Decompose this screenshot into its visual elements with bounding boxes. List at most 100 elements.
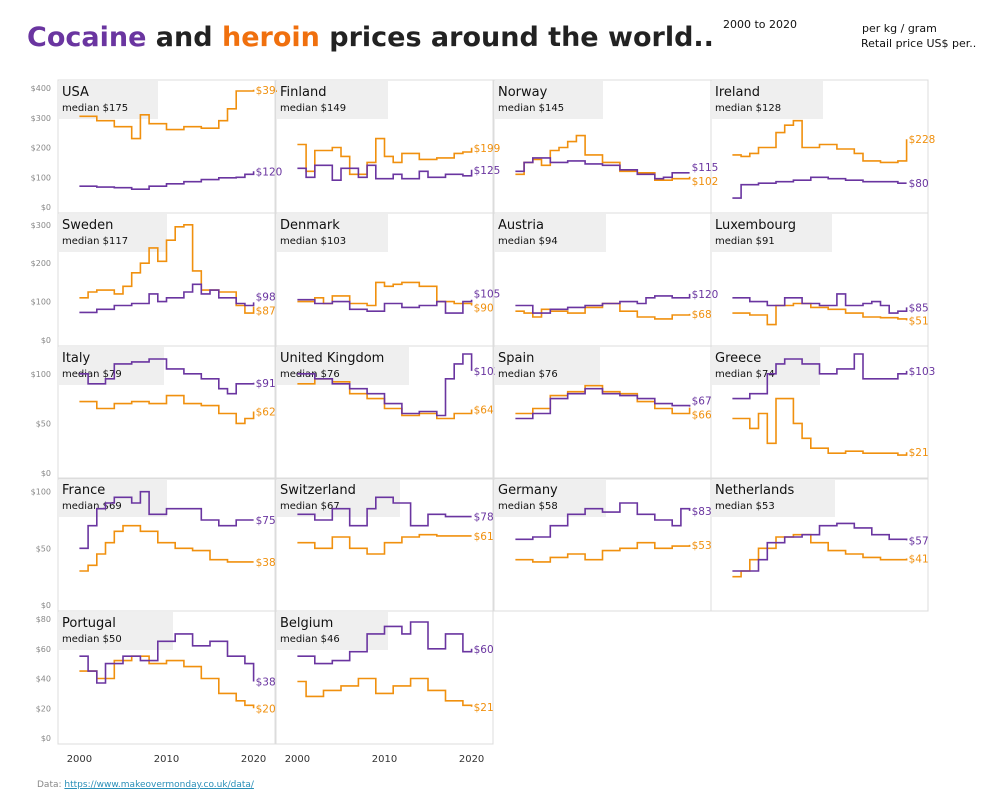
cocaine-end-label: $98 — [256, 291, 276, 303]
heroin-line — [515, 541, 691, 563]
cocaine-end-label: $75 — [256, 515, 276, 527]
cocaine-line — [297, 621, 473, 665]
y-tick-label: $20 — [36, 704, 51, 713]
x-tick-label: 2000 — [67, 754, 92, 765]
data-source-footer: Data: https://www.makeovermonday.co.uk/d… — [37, 780, 254, 790]
heroin-line — [79, 89, 255, 140]
heroin-line — [732, 119, 908, 164]
panel-country-label: Italy — [62, 351, 91, 366]
panel-label-bg — [712, 214, 832, 252]
panel-median-label: median $145 — [498, 103, 564, 114]
cocaine-line — [79, 358, 255, 395]
date-range-label: 2000 to 2020 — [723, 18, 798, 31]
heroin-line — [79, 655, 255, 709]
heroin-end-label: $61 — [474, 531, 494, 543]
cocaine-line — [297, 496, 472, 527]
y-tick-label: $400 — [31, 84, 51, 93]
cocaine-end-label: $38 — [256, 676, 276, 688]
panel-country-label: Switzerland — [280, 483, 356, 498]
cocaine-end-label: $115 — [692, 162, 719, 174]
y-tick-label: $200 — [31, 144, 51, 153]
cocaine-end-label: $78 — [474, 512, 494, 524]
heroin-end-label: $68 — [692, 309, 712, 321]
panel-country-label: Norway — [498, 85, 548, 100]
x-tick-label: 2010 — [372, 754, 397, 765]
panel-median-label: median $91 — [715, 236, 775, 247]
y-tick-label: $0 — [41, 336, 51, 345]
title-cocaine: Cocaine — [27, 22, 147, 53]
panel-country-label: Austria — [498, 218, 544, 233]
title-heroin: heroin — [221, 22, 320, 53]
y-tick-label: $60 — [36, 645, 51, 654]
panel-median-label: median $103 — [280, 236, 346, 247]
cocaine-line — [515, 157, 690, 180]
cocaine-end-label: $67 — [692, 396, 712, 408]
cocaine-line — [515, 387, 691, 420]
cocaine-line — [79, 490, 254, 550]
panel-country-label: Germany — [498, 483, 558, 498]
x-tick-label: 2020 — [241, 754, 266, 765]
panel-median-label: median $50 — [62, 634, 122, 645]
panel-label-bg — [712, 479, 835, 517]
y-tick-label: $300 — [31, 221, 51, 230]
heroin-end-label: $90 — [474, 303, 494, 315]
heroin-end-label: $87 — [256, 305, 276, 317]
heroin-end-label: $21 — [474, 702, 494, 714]
panel-label-bg — [495, 347, 600, 385]
cocaine-line — [732, 353, 908, 400]
panel-label-bg — [59, 214, 167, 252]
panel-country-label: Sweden — [62, 218, 113, 233]
unit-label-line1: per kg / gram — [862, 22, 937, 35]
data-source-link[interactable]: https://www.makeovermonday.co.uk/data/ — [64, 780, 254, 790]
y-tick-label: $100 — [31, 370, 51, 379]
panel-country-label: United Kingdom — [280, 351, 384, 366]
panel-median-label: median $74 — [715, 369, 775, 380]
panel-label-bg — [495, 214, 606, 252]
cocaine-end-label: $120 — [692, 289, 719, 301]
cocaine-end-label: $85 — [909, 302, 929, 314]
panel-median-label: median $149 — [280, 103, 346, 114]
heroin-line — [732, 533, 908, 578]
cocaine-end-label: $83 — [692, 506, 712, 518]
footer-label: Data: — [37, 780, 62, 790]
x-tick-label: 2000 — [285, 754, 310, 765]
panel-label-bg — [277, 612, 388, 650]
heroin-end-label: $199 — [474, 143, 501, 155]
cocaine-end-label: $57 — [909, 535, 929, 547]
panel-median-label: median $69 — [62, 501, 122, 512]
cocaine-end-label: $103 — [474, 366, 501, 378]
y-tick-label: $100 — [31, 298, 51, 307]
heroin-end-label: $394 — [256, 85, 283, 97]
cocaine-end-label: $125 — [474, 165, 501, 177]
x-tick-label: 2010 — [154, 754, 179, 765]
panel-median-label: median $53 — [715, 501, 775, 512]
y-tick-label: $300 — [31, 114, 51, 123]
panel-frame — [275, 610, 494, 745]
heroin-end-label: $53 — [692, 540, 712, 552]
panel-label-bg — [59, 612, 173, 650]
y-tick-label: $50 — [36, 419, 51, 428]
x-tick-label: 2020 — [459, 754, 484, 765]
heroin-end-label: $21 — [909, 447, 929, 459]
panel-median-label: median $128 — [715, 103, 781, 114]
cocaine-line — [732, 176, 907, 199]
panel-country-label: Belgium — [280, 616, 333, 631]
y-tick-label: $0 — [41, 734, 51, 743]
panel-label-bg — [277, 214, 388, 252]
cocaine-end-label: $80 — [909, 178, 929, 190]
heroin-end-label: $66 — [692, 410, 712, 422]
y-tick-label: $0 — [41, 601, 51, 610]
heroin-end-label: $228 — [909, 134, 936, 146]
heroin-end-label: $51 — [909, 315, 929, 327]
panel-label-bg — [59, 81, 158, 119]
heroin-line — [297, 677, 473, 707]
panel-label-bg — [277, 81, 388, 119]
panel-country-label: France — [62, 483, 105, 498]
panel-label-bg — [495, 81, 603, 119]
heroin-end-label: $41 — [909, 554, 929, 566]
cocaine-line — [732, 293, 908, 314]
panel-country-label: Ireland — [715, 85, 760, 100]
panel-median-label: median $46 — [280, 634, 340, 645]
heroin-line — [732, 397, 908, 456]
